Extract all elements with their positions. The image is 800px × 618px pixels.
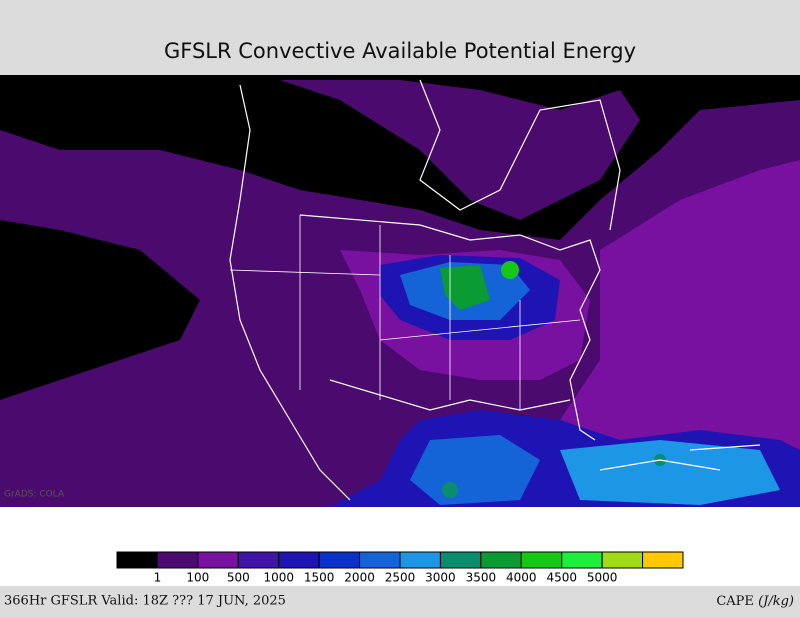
coastlines	[229, 79, 761, 501]
cape-region	[501, 261, 519, 279]
colorbar-box	[197, 551, 239, 569]
watermark: GrADS: COLA	[4, 490, 65, 500]
colorbar-box	[359, 551, 401, 569]
colorbar-box	[520, 551, 563, 569]
footer-right: CAPE (J/kg)	[716, 594, 794, 609]
colorbar-label: 4500	[546, 571, 577, 585]
colorbar: 1 100 500 1000 1500 2000 2500 3000 3500 4000 4500 5…	[116, 551, 684, 585]
units-name: CAPE	[716, 594, 754, 609]
colorbar-label: 3000	[425, 571, 456, 585]
colorbar-label: 500	[227, 571, 250, 585]
colorbar-box	[318, 551, 361, 569]
colorbar-box	[399, 551, 441, 569]
footer-bar	[0, 586, 800, 618]
colorbar-box	[116, 551, 158, 569]
colorbar-label: 2500	[385, 571, 416, 585]
footer-left: 366Hr GFSLR Valid: 18Z ??? 17 JUN, 2025	[4, 594, 286, 609]
colorbar-label: 1	[154, 571, 162, 585]
colorbar-box	[561, 551, 603, 569]
cape-region	[280, 80, 640, 220]
title: GFSLR Convective Available Potential Ene…	[164, 39, 636, 63]
header-bar	[0, 0, 800, 75]
colorbar-box	[480, 551, 522, 569]
colorbar-label: 4000	[506, 571, 537, 585]
map: GrADS: COLA	[0, 75, 800, 507]
cape-region	[560, 440, 780, 505]
colorbar-box	[601, 551, 644, 569]
cape-region	[442, 482, 458, 498]
units: (J/kg)	[758, 594, 794, 609]
colorbar-box	[439, 551, 482, 569]
colorbar-box	[156, 551, 199, 569]
colorbar-label: 1000	[263, 571, 294, 585]
colorbar-label: 1500	[304, 571, 335, 585]
colorbar-box	[278, 551, 320, 569]
colorbar-label: 3500	[466, 571, 497, 585]
colorbar-box	[237, 551, 280, 569]
colorbar-label: 100	[186, 571, 209, 585]
state-borders	[229, 215, 581, 410]
colorbar-label: 5000	[587, 571, 618, 585]
colorbar-box	[642, 551, 684, 569]
cape-region	[560, 160, 800, 507]
colorbar-label: 2000	[344, 571, 375, 585]
cape-region	[440, 265, 490, 310]
